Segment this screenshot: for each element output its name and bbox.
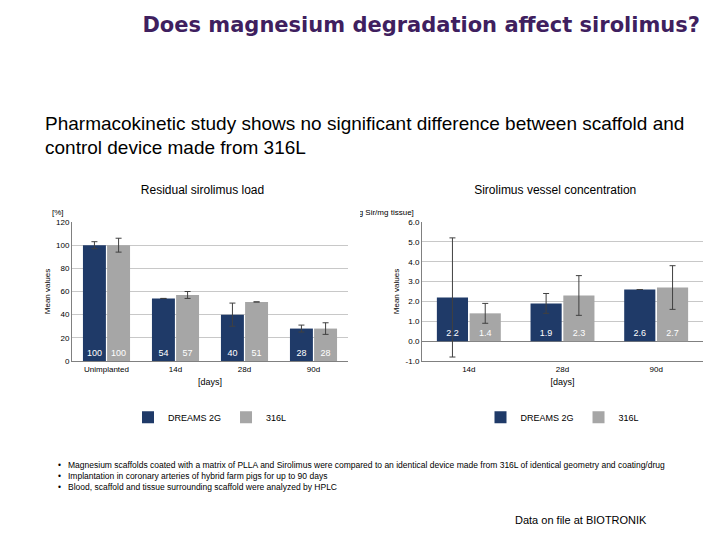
svg-text:[ng Sir/mg tissue]: [ng Sir/mg tissue] <box>360 208 414 217</box>
html-text:Magnesium scaffolds coated wit: Magnesium scaffolds coated with a matrix… <box>68 460 665 470</box>
svg-text:3.0: 3.0 <box>408 277 420 286</box>
svg-text:Mean values: Mean values <box>43 269 52 314</box>
svg-text:2.2: 2.2 <box>446 328 459 338</box>
svg-text:2.6: 2.6 <box>634 328 647 338</box>
svg-text:57: 57 <box>183 348 193 358</box>
svg-text:Mean values: Mean values <box>392 269 401 314</box>
svg-text:Unimplanted: Unimplanted <box>84 365 129 374</box>
svg-text:40: 40 <box>227 348 237 358</box>
svg-text:120: 120 <box>56 218 70 227</box>
svg-text:-1.0: -1.0 <box>406 357 420 366</box>
svg-text:[%]: [%] <box>52 208 64 217</box>
html-text:Pharmacokinetic study shows no: Pharmacokinetic study shows no significa… <box>45 113 685 158</box>
svg-text:40: 40 <box>60 310 69 319</box>
svg-text:100: 100 <box>111 348 126 358</box>
svg-text:60: 60 <box>60 287 69 296</box>
svg-text:28d: 28d <box>238 365 251 374</box>
svg-text:51: 51 <box>252 348 262 358</box>
svg-text:4.0: 4.0 <box>408 258 420 267</box>
svg-text:28: 28 <box>296 348 306 358</box>
svg-text:90d: 90d <box>649 365 662 374</box>
svg-text:54: 54 <box>158 348 168 358</box>
svg-text:1.4: 1.4 <box>479 328 492 338</box>
svg-text:0.0: 0.0 <box>408 337 420 346</box>
svg-text:100: 100 <box>56 241 70 250</box>
svg-text:2.7: 2.7 <box>666 328 679 338</box>
html-text:Blood, scaffold and tissue sur: Blood, scaffold and tissue surrounding s… <box>68 482 337 492</box>
svg-text:5.0: 5.0 <box>408 238 420 247</box>
svg-text:14d: 14d <box>169 365 182 374</box>
svg-text:80: 80 <box>60 264 69 273</box>
svg-text:Residual sirolimus load: Residual sirolimus load <box>141 183 264 197</box>
html-text:Does magnesium degradation aff: Does magnesium degradation affect siroli… <box>142 13 700 37</box>
svg-text:2.3: 2.3 <box>573 328 586 338</box>
html-text:Implantation in coronary arter: Implantation in coronary arteries of hyb… <box>68 471 328 481</box>
svg-text:1.9: 1.9 <box>540 328 553 338</box>
svg-text:6.0: 6.0 <box>408 218 420 227</box>
svg-text:[days]: [days] <box>198 377 222 387</box>
svg-text:90d: 90d <box>307 365 320 374</box>
svg-text:DREAMS 2G: DREAMS 2G <box>521 413 574 423</box>
svg-text:316L: 316L <box>619 413 639 423</box>
svg-text:Sirolimus vessel concentration: Sirolimus vessel concentration <box>474 183 636 197</box>
svg-text:316L: 316L <box>266 413 286 423</box>
svg-text:20: 20 <box>60 334 69 343</box>
svg-text:[days]: [days] <box>550 377 574 387</box>
svg-text:0: 0 <box>65 357 70 366</box>
svg-text:28d: 28d <box>556 365 569 374</box>
svg-text:28: 28 <box>321 348 331 358</box>
svg-text:1.0: 1.0 <box>408 317 420 326</box>
svg-text:14d: 14d <box>462 365 475 374</box>
svg-text:100: 100 <box>87 348 102 358</box>
svg-text:2.0: 2.0 <box>408 297 420 306</box>
svg-text:DREAMS 2G: DREAMS 2G <box>168 413 221 423</box>
html-text:Data on file at BIOTRONIK: Data on file at BIOTRONIK <box>515 514 647 526</box>
